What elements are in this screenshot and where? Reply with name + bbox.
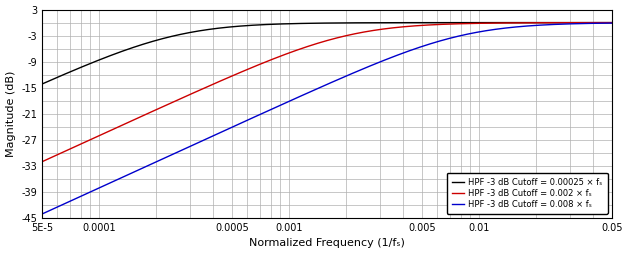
Y-axis label: Magnitude (dB): Magnitude (dB) <box>6 71 16 157</box>
Legend: HPF -3 dB Cutoff = 0.00025 × fₛ, HPF -3 dB Cutoff = 0.002 × fₛ, HPF -3 dB Cutoff: HPF -3 dB Cutoff = 0.00025 × fₛ, HPF -3 … <box>447 173 607 214</box>
HPF -3 dB Cutoff = 0.008 × fₛ <box>608 22 615 25</box>
HPF -3 dB Cutoff = 0.002 × fₛ <box>380 27 387 30</box>
HPF -3 dB Cutoff = 0.00025 × fₛ <box>463 21 471 24</box>
HPF -3 dB Cutoff = 0.002 × fₛ <box>409 24 416 27</box>
HPF -3 dB Cutoff = 0.002 × fₛ <box>608 21 615 24</box>
HPF -3 dB Cutoff = 0.008 × fₛ <box>38 213 46 216</box>
Line: HPF -3 dB Cutoff = 0.002 × fₛ: HPF -3 dB Cutoff = 0.002 × fₛ <box>42 23 612 162</box>
HPF -3 dB Cutoff = 0.002 × fₛ <box>507 21 514 24</box>
HPF -3 dB Cutoff = 0.008 × fₛ <box>409 48 416 51</box>
HPF -3 dB Cutoff = 0.002 × fₛ <box>463 22 471 25</box>
HPF -3 dB Cutoff = 0.00025 × fₛ <box>409 21 416 24</box>
HPF -3 dB Cutoff = 0.008 × fₛ <box>463 33 471 36</box>
HPF -3 dB Cutoff = 0.008 × fₛ <box>380 59 387 62</box>
HPF -3 dB Cutoff = 0.00025 × fₛ <box>608 21 615 24</box>
HPF -3 dB Cutoff = 0.00025 × fₛ <box>507 21 514 24</box>
HPF -3 dB Cutoff = 0.008 × fₛ <box>256 113 263 116</box>
HPF -3 dB Cutoff = 0.002 × fₛ <box>38 160 46 163</box>
X-axis label: Normalized Frequency (1/fₛ): Normalized Frequency (1/fₛ) <box>249 239 405 248</box>
HPF -3 dB Cutoff = 0.002 × fₛ <box>256 63 263 66</box>
Line: HPF -3 dB Cutoff = 0.00025 × fₛ: HPF -3 dB Cutoff = 0.00025 × fₛ <box>42 23 612 84</box>
HPF -3 dB Cutoff = 0.008 × fₛ <box>507 26 514 29</box>
Line: HPF -3 dB Cutoff = 0.008 × fₛ: HPF -3 dB Cutoff = 0.008 × fₛ <box>42 23 612 214</box>
HPF -3 dB Cutoff = 0.008 × fₛ <box>142 165 149 168</box>
HPF -3 dB Cutoff = 0.00025 × fₛ <box>256 23 263 26</box>
HPF -3 dB Cutoff = 0.00025 × fₛ <box>142 42 149 45</box>
HPF -3 dB Cutoff = 0.00025 × fₛ <box>380 21 387 24</box>
HPF -3 dB Cutoff = 0.00025 × fₛ <box>38 83 46 86</box>
HPF -3 dB Cutoff = 0.002 × fₛ <box>142 113 149 116</box>
